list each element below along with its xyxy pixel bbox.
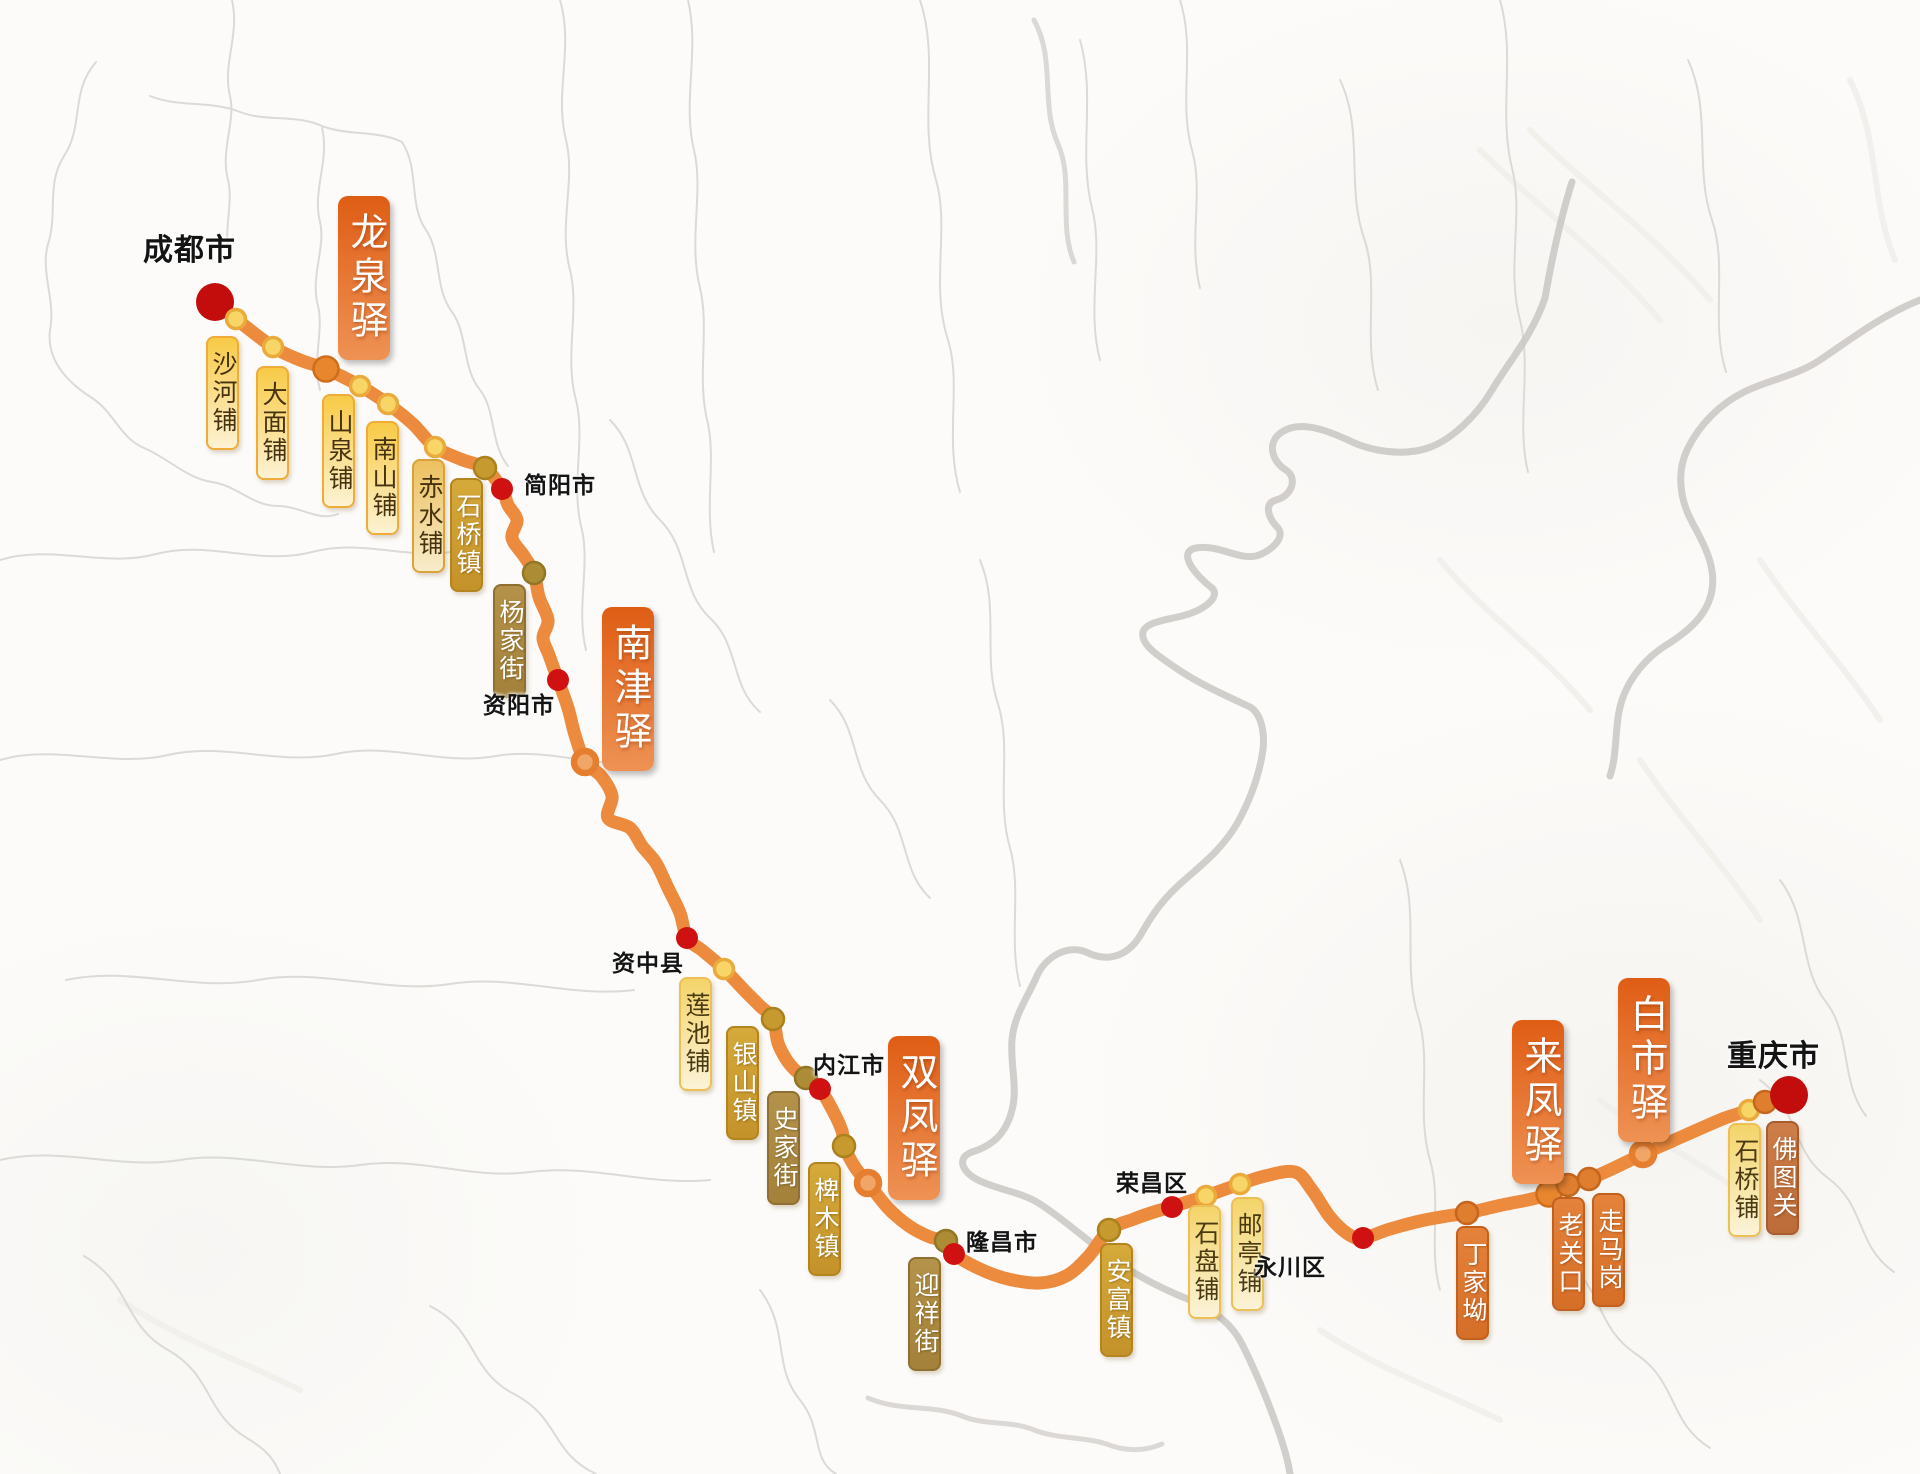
stop-dot xyxy=(376,392,400,416)
city-dot xyxy=(1352,1227,1374,1249)
station-dot xyxy=(570,747,600,777)
city-dot xyxy=(1770,1076,1808,1114)
stop-dot xyxy=(423,435,447,459)
city-dot xyxy=(491,478,513,500)
stop-dot xyxy=(348,374,372,398)
route-line xyxy=(208,295,1796,1290)
stop-dot xyxy=(521,560,547,586)
station-dot xyxy=(312,355,340,383)
stop-dot xyxy=(472,455,498,481)
station-dot xyxy=(1628,1139,1658,1169)
stop-dot xyxy=(261,335,285,359)
stop-dot xyxy=(712,957,736,981)
stop-dot xyxy=(1096,1217,1122,1243)
station-dot xyxy=(853,1168,883,1198)
city-dot xyxy=(196,283,234,321)
city-dot xyxy=(676,927,698,949)
city-dot xyxy=(547,669,569,691)
stop-dot xyxy=(760,1006,786,1032)
stop-dot xyxy=(224,307,248,331)
terrain-shading xyxy=(117,77,1898,1423)
city-dot xyxy=(1161,1196,1183,1218)
province-river-border xyxy=(865,17,1920,1474)
city-dot xyxy=(809,1078,831,1100)
stop-dot xyxy=(1576,1166,1602,1192)
stop-dot xyxy=(1194,1184,1218,1208)
stop-dot xyxy=(1555,1172,1581,1198)
stop-dot xyxy=(831,1133,857,1159)
city-dot xyxy=(943,1243,965,1265)
stop-dot xyxy=(1454,1200,1480,1226)
stop-dot xyxy=(1228,1172,1252,1196)
